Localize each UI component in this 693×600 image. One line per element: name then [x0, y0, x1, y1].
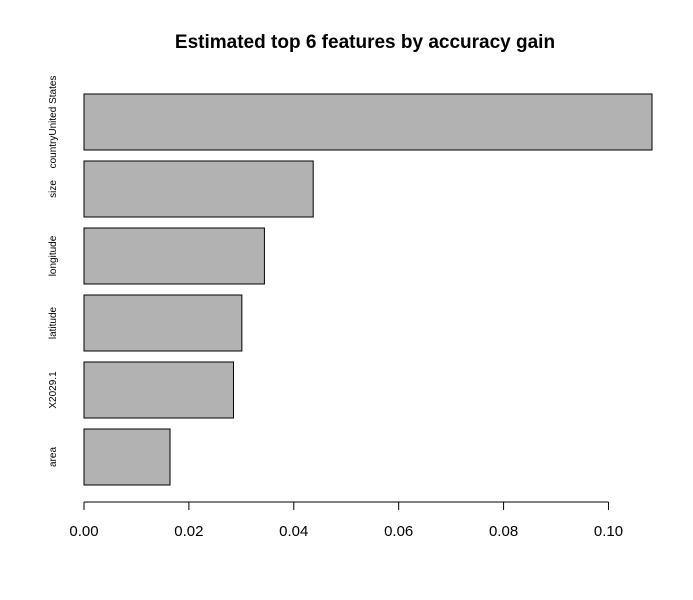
bar-5 [83, 428, 171, 486]
category-label-3: latitude [48, 306, 59, 339]
category-labels: countryUnited States size longitude latitud… [48, 76, 59, 467]
x-axis: 0.00 0.02 0.04 0.06 0.08 0.10 [69, 501, 623, 540]
bar-1 [83, 160, 314, 218]
bar-2 [83, 227, 265, 285]
chart-title: Estimated top 6 features by accuracy gai… [175, 32, 555, 53]
x-tick-label-3: 0.06 [384, 523, 413, 540]
x-tick-label-0: 0.00 [69, 523, 98, 540]
category-label-2: longitude [48, 235, 59, 276]
x-tick-label-4: 0.08 [489, 523, 518, 540]
x-tick-label-5: 0.10 [594, 523, 623, 540]
category-label-5: area [48, 447, 59, 467]
bars-group [83, 93, 653, 486]
x-tick-label-2: 0.04 [279, 523, 308, 540]
bar-4 [83, 361, 234, 419]
category-label-1: size [48, 180, 59, 198]
bar-0 [83, 93, 653, 151]
category-label-0: countryUnited States [48, 76, 59, 169]
category-label-4: X2029.1 [48, 371, 59, 409]
bar-3 [83, 294, 243, 352]
x-tick-label-1: 0.02 [174, 523, 203, 540]
